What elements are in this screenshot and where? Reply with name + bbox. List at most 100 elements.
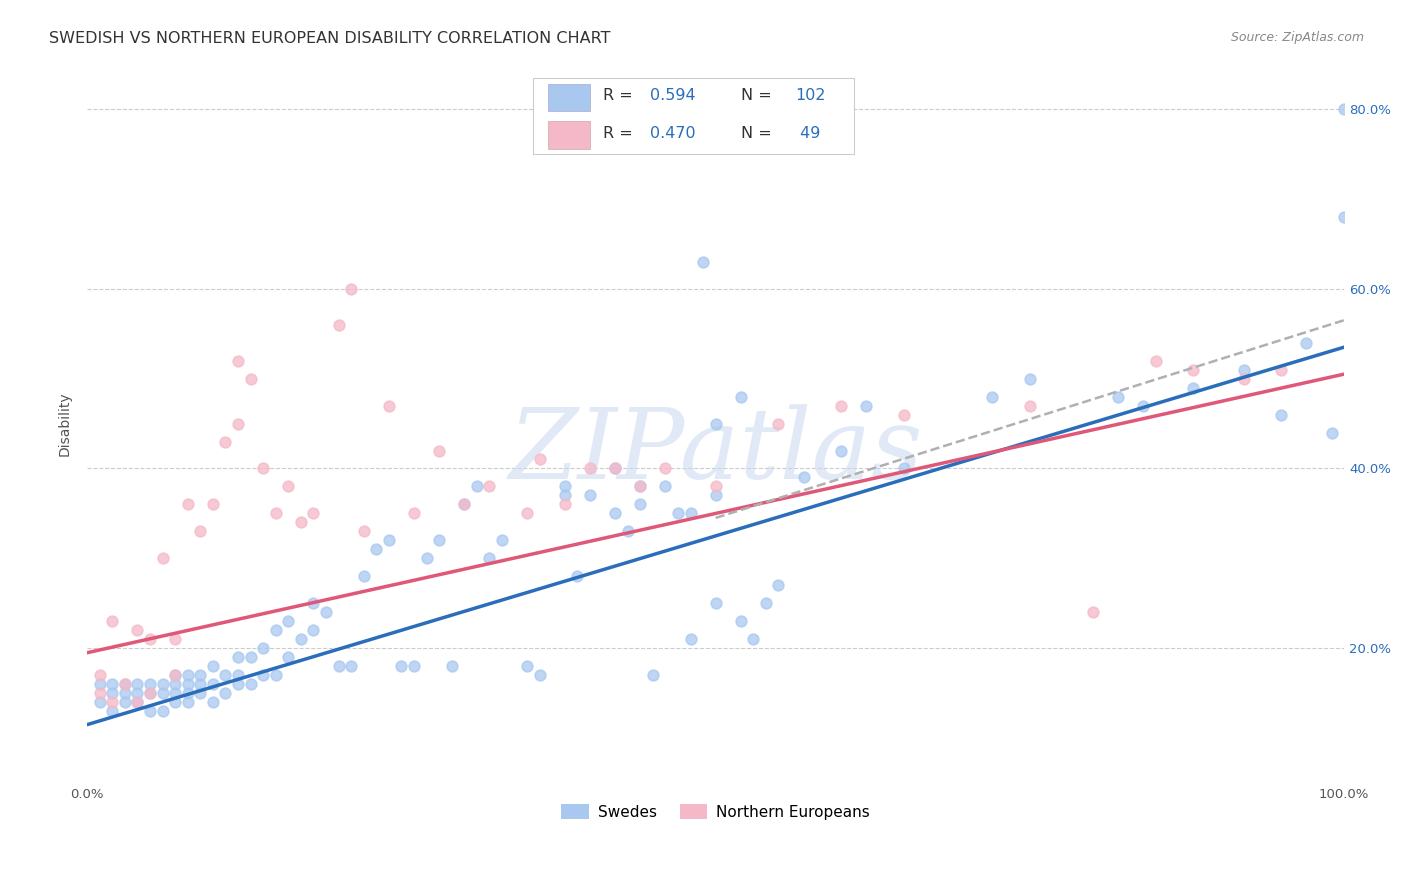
Point <box>1270 362 1292 376</box>
Point <box>465 479 488 493</box>
Point <box>353 569 375 583</box>
Point <box>165 686 187 700</box>
Point <box>704 488 727 502</box>
Point <box>152 677 174 691</box>
Point <box>89 668 111 682</box>
Point <box>101 695 124 709</box>
Point <box>830 443 852 458</box>
Point <box>1232 371 1254 385</box>
Point <box>453 498 475 512</box>
Point <box>679 632 702 647</box>
Point <box>165 677 187 691</box>
Legend: Swedes, Northern Europeans: Swedes, Northern Europeans <box>555 797 876 826</box>
Point <box>101 686 124 700</box>
Point <box>1132 399 1154 413</box>
Point <box>554 479 576 493</box>
Point <box>188 677 211 691</box>
Point <box>628 479 651 493</box>
Point <box>127 695 149 709</box>
Point <box>603 507 626 521</box>
Point <box>1270 408 1292 422</box>
Point <box>139 686 162 700</box>
Point <box>768 417 790 431</box>
Text: 49: 49 <box>794 126 820 141</box>
Point <box>277 650 299 665</box>
Point <box>302 507 325 521</box>
Point <box>340 282 363 296</box>
Point <box>214 668 236 682</box>
Point <box>264 668 287 682</box>
Point <box>139 704 162 718</box>
Point <box>165 668 187 682</box>
Point <box>704 479 727 493</box>
Point <box>554 488 576 502</box>
FancyBboxPatch shape <box>533 78 853 154</box>
Point <box>427 443 450 458</box>
Point <box>226 353 249 368</box>
Point <box>415 551 437 566</box>
Point <box>603 461 626 475</box>
Point <box>692 254 714 268</box>
Point <box>89 686 111 700</box>
Point <box>177 498 200 512</box>
Point <box>616 524 638 539</box>
Point <box>491 533 513 548</box>
Point <box>226 668 249 682</box>
Text: N =: N = <box>741 126 776 141</box>
Point <box>579 461 602 475</box>
Point <box>402 507 425 521</box>
Point <box>478 551 501 566</box>
Point <box>114 695 136 709</box>
Point <box>579 488 602 502</box>
Point <box>152 686 174 700</box>
Point <box>1107 390 1129 404</box>
Point <box>290 516 312 530</box>
Point <box>101 677 124 691</box>
Point <box>1182 362 1205 376</box>
Point <box>478 479 501 493</box>
Text: 102: 102 <box>794 88 825 103</box>
Text: R =: R = <box>603 126 637 141</box>
Point <box>402 659 425 673</box>
Point <box>252 668 274 682</box>
Point <box>302 596 325 610</box>
Point <box>214 686 236 700</box>
Point <box>165 695 187 709</box>
Point <box>188 524 211 539</box>
Point <box>453 498 475 512</box>
Point <box>315 605 337 619</box>
Point <box>277 614 299 628</box>
Point <box>378 399 401 413</box>
Point <box>101 704 124 718</box>
Point <box>277 479 299 493</box>
Point <box>1182 381 1205 395</box>
Point <box>89 677 111 691</box>
Point <box>1018 371 1040 385</box>
Point <box>177 677 200 691</box>
Point <box>628 498 651 512</box>
Point <box>516 659 538 673</box>
Point <box>252 461 274 475</box>
Point <box>328 318 350 332</box>
Point <box>127 677 149 691</box>
Point <box>855 399 877 413</box>
Point <box>730 614 752 628</box>
Point <box>704 417 727 431</box>
Text: ZIPatlas: ZIPatlas <box>509 405 922 500</box>
Point <box>567 569 589 583</box>
Point <box>666 507 689 521</box>
Point <box>328 659 350 673</box>
Point <box>353 524 375 539</box>
Point <box>177 686 200 700</box>
Text: N =: N = <box>741 88 776 103</box>
Point <box>1018 399 1040 413</box>
Text: 0.594: 0.594 <box>651 88 696 103</box>
Point <box>603 461 626 475</box>
Point <box>201 498 224 512</box>
Point <box>127 624 149 638</box>
Point <box>127 695 149 709</box>
Point <box>793 470 815 484</box>
Point <box>101 614 124 628</box>
Point <box>389 659 412 673</box>
Point <box>152 704 174 718</box>
